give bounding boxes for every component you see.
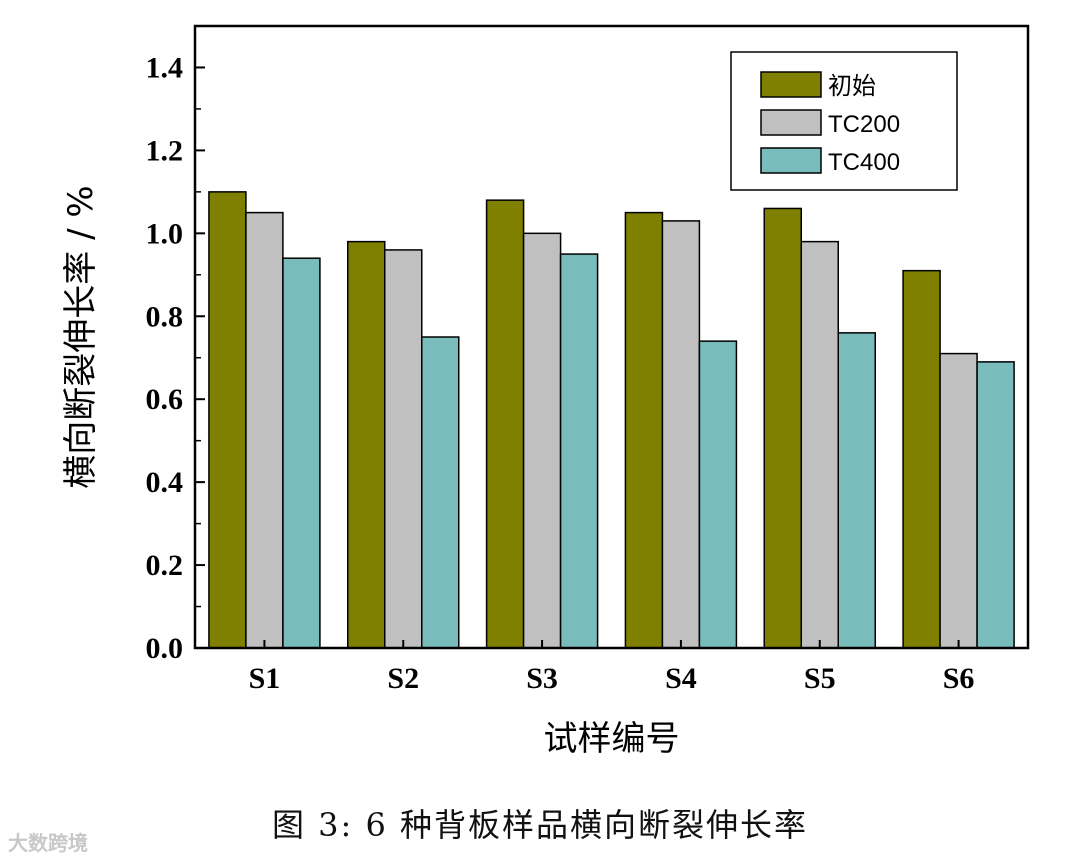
y-tick-label: 1.0 bbox=[146, 217, 184, 250]
x-tick-label: S3 bbox=[526, 662, 558, 695]
legend: 初始 TC200 TC400 bbox=[730, 51, 958, 191]
figure-caption: 图 3: 6 种背板样品横向断裂伸长率 bbox=[271, 806, 809, 844]
legend-label: TC200 bbox=[828, 111, 900, 138]
y-tick-label: 1.2 bbox=[146, 134, 184, 167]
bar-chart: 0.0 0.2 0.4 0.6 0.8 1.0 1.2 1.4 S1 S2 S3 S4 S5 S6 横向… bbox=[61, 24, 1030, 759]
bar-S6-TC400 bbox=[976, 361, 1015, 649]
legend-swatch bbox=[760, 71, 822, 98]
x-tick-label: S1 bbox=[249, 662, 281, 695]
bar-S4-TC400 bbox=[698, 340, 738, 649]
bar-S6-初始 bbox=[902, 269, 941, 649]
bar-S2-TC400 bbox=[421, 336, 460, 649]
bar-S5-TC200 bbox=[800, 240, 839, 649]
legend-label: 初始 bbox=[828, 73, 876, 100]
bar-S6-TC200 bbox=[939, 352, 978, 649]
y-tick-label: 0.4 bbox=[146, 466, 184, 499]
x-tick-label: S6 bbox=[943, 662, 975, 695]
bar-S3-TC400 bbox=[559, 253, 599, 649]
bar-S2-TC200 bbox=[384, 249, 423, 649]
legend-swatch bbox=[760, 147, 822, 174]
x-tick-label: S2 bbox=[387, 662, 419, 695]
x-axis: S1 S2 S3 S4 S5 S6 bbox=[249, 640, 975, 695]
plot-marks bbox=[208, 191, 1015, 649]
legend-swatch bbox=[760, 109, 822, 136]
bar-S4-初始 bbox=[624, 211, 664, 649]
bar-S1-初始 bbox=[208, 191, 247, 649]
bar-S1-TC200 bbox=[245, 211, 284, 649]
bar-S4-TC200 bbox=[661, 220, 701, 649]
x-axis-title: 试样编号 bbox=[544, 719, 680, 759]
bar-S5-TC400 bbox=[837, 332, 876, 649]
plot-frame bbox=[193, 24, 1030, 650]
x-tick-label: S5 bbox=[804, 662, 836, 695]
bar-S3-初始 bbox=[485, 199, 525, 649]
bar-S2-初始 bbox=[347, 240, 386, 649]
y-tick-label: 0.8 bbox=[146, 300, 184, 333]
bar-S3-TC200 bbox=[522, 232, 562, 649]
y-tick-label: 0.2 bbox=[146, 549, 184, 582]
y-axis: 0.0 0.2 0.4 0.6 0.8 1.0 1.2 1.4 bbox=[146, 25, 205, 665]
x-tick-label: S4 bbox=[665, 662, 697, 695]
y-axis-title: 横向断裂伸长率 / % bbox=[61, 185, 101, 488]
watermark: 大数跨境 bbox=[8, 831, 88, 855]
bar-S1-TC400 bbox=[282, 257, 321, 649]
y-tick-label: 0.0 bbox=[146, 632, 184, 665]
legend-label: TC400 bbox=[828, 149, 900, 176]
y-tick-label: 1.4 bbox=[146, 51, 184, 84]
y-tick-label: 0.6 bbox=[146, 383, 184, 416]
bar-S5-初始 bbox=[763, 207, 802, 649]
